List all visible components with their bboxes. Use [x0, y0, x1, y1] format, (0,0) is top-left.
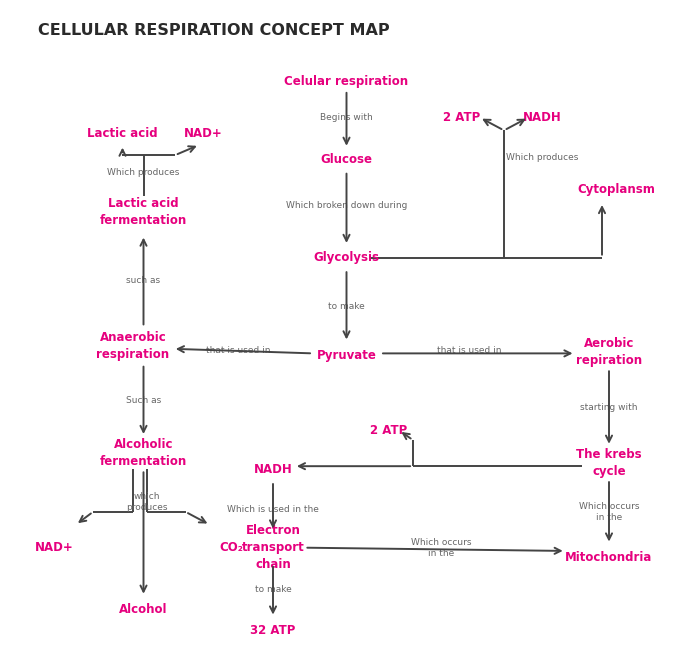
Text: Glucose: Glucose: [321, 153, 372, 166]
Text: 2 ATP: 2 ATP: [443, 111, 481, 124]
Text: Electron
transport
chain: Electron transport chain: [241, 524, 304, 571]
Text: Anaerobic
respiration: Anaerobic respiration: [97, 331, 169, 361]
Text: that is used in: that is used in: [437, 346, 501, 355]
Text: which
produces: which produces: [126, 492, 168, 512]
Text: CO₂: CO₂: [219, 541, 243, 554]
Text: NADH: NADH: [523, 111, 562, 124]
Text: NAD+: NAD+: [183, 127, 223, 140]
Text: Mitochondria: Mitochondria: [566, 551, 652, 564]
Text: such as: such as: [127, 276, 160, 285]
Text: that is used in: that is used in: [206, 346, 270, 355]
Text: NAD+: NAD+: [35, 541, 74, 554]
Text: Which is used in the: Which is used in the: [227, 505, 319, 514]
Text: Celular respiration: Celular respiration: [284, 75, 409, 88]
Text: Aerobic
repiration: Aerobic repiration: [576, 337, 642, 367]
Text: Cytoplansm: Cytoplansm: [577, 183, 655, 196]
Text: to make: to make: [255, 585, 291, 594]
Text: CELLULAR RESPIRATION CONCEPT MAP: CELLULAR RESPIRATION CONCEPT MAP: [38, 23, 390, 38]
Text: Which occurs
in the: Which occurs in the: [411, 538, 471, 557]
Text: 32 ATP: 32 ATP: [251, 624, 295, 637]
Text: NADH: NADH: [253, 463, 293, 476]
Text: Which broken down during: Which broken down during: [286, 201, 407, 210]
Text: The krebs
cycle: The krebs cycle: [576, 448, 642, 478]
Text: to make: to make: [328, 302, 365, 311]
Text: Which occurs
in the: Which occurs in the: [579, 502, 639, 522]
Text: Glycolysis: Glycolysis: [314, 251, 379, 264]
Text: Begins with: Begins with: [320, 113, 373, 122]
Text: starting with: starting with: [580, 403, 638, 412]
Text: Pyruvate: Pyruvate: [316, 349, 377, 362]
Text: Which produces: Which produces: [506, 153, 579, 162]
Text: Alcohol: Alcohol: [119, 603, 168, 616]
Text: 2 ATP: 2 ATP: [370, 424, 407, 437]
Text: Lactic acid: Lactic acid: [88, 127, 158, 140]
Text: Alcoholic
fermentation: Alcoholic fermentation: [100, 438, 187, 468]
Text: Which produces: Which produces: [107, 168, 180, 177]
Text: Lactic acid
fermentation: Lactic acid fermentation: [100, 197, 187, 227]
Text: Such as: Such as: [126, 396, 161, 406]
